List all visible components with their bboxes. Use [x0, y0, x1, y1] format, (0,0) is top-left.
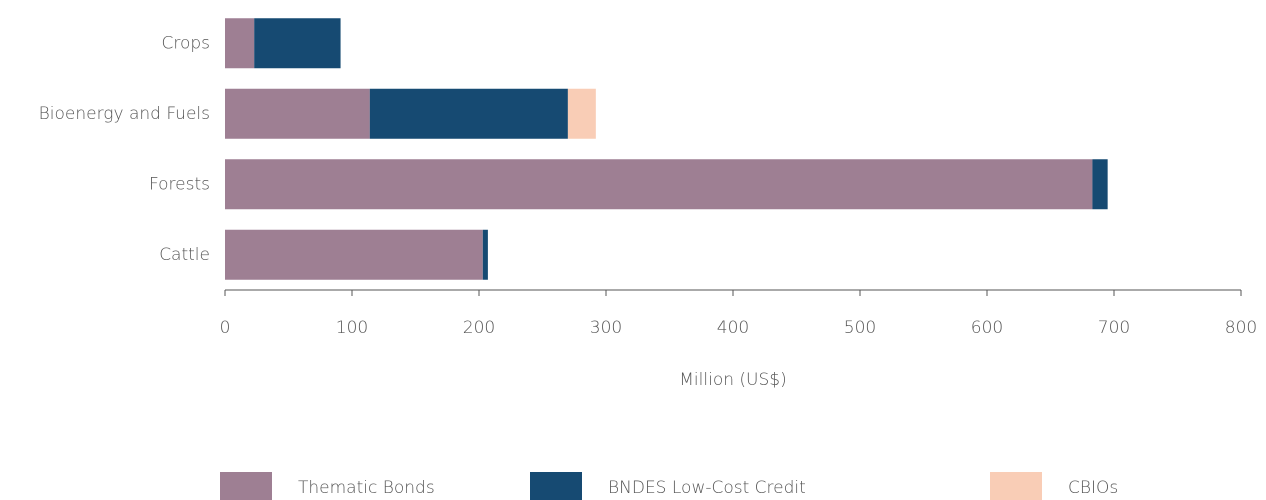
x-tick-label: 400	[717, 318, 749, 338]
legend-label: BNDES Low-Cost Credit	[608, 478, 806, 498]
bar-segment	[225, 18, 255, 69]
x-tick-label: 100	[336, 318, 368, 338]
y-tick-label: Cattle	[159, 245, 210, 265]
x-tick-label: 300	[590, 318, 622, 338]
bar-segment	[225, 229, 483, 280]
x-tick-label: 0	[220, 318, 231, 338]
bar-segment	[482, 229, 488, 280]
x-tick-label: 700	[1098, 318, 1130, 338]
bar-segment	[225, 88, 370, 139]
legend-label: CBIOs	[1068, 478, 1118, 498]
x-tick-label: 800	[1225, 318, 1257, 338]
y-tick-label: Forests	[149, 174, 210, 194]
bar-segment	[567, 88, 596, 139]
legend-swatch	[530, 472, 582, 500]
x-tick-label: 600	[971, 318, 1003, 338]
bar-segment	[254, 18, 341, 69]
bar-segment	[225, 159, 1093, 210]
x-tick-label: 200	[463, 318, 495, 338]
legend-swatch	[220, 472, 272, 500]
legend-swatch	[990, 472, 1042, 500]
x-tick-label: 500	[844, 318, 876, 338]
x-axis-label: Million (US$)	[679, 370, 786, 390]
legend-label: Thematic Bonds	[298, 478, 435, 498]
y-tick-label: Crops	[161, 33, 210, 53]
y-tick-label: Bioenergy and Fuels	[39, 104, 210, 124]
bar-segment	[369, 88, 568, 139]
bar-segment	[1092, 159, 1108, 210]
